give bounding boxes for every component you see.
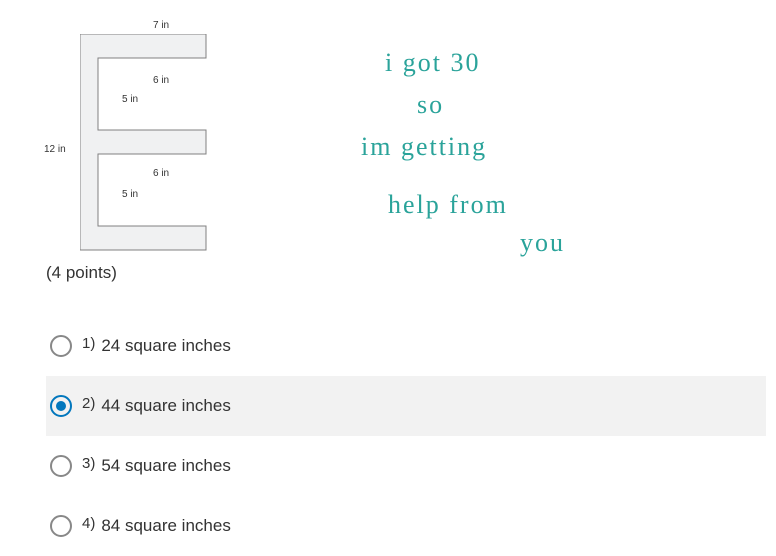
radio-icon[interactable] [50,335,72,357]
dim-inner-bot-left: 5 in [122,189,138,200]
option-text: 24 square inches [101,336,230,356]
option-4[interactable]: 4) 84 square inches [46,496,766,556]
option-2[interactable]: 2) 44 square inches [46,376,766,436]
option-text: 44 square inches [101,396,230,416]
dim-inner-top-right: 6 in [153,75,169,86]
option-num: 1) [82,335,95,352]
option-3[interactable]: 3) 54 square inches [46,436,766,496]
radio-icon[interactable] [50,515,72,537]
radio-icon[interactable] [50,455,72,477]
option-num: 3) [82,455,95,472]
handwriting-line5: you [520,228,565,258]
handwriting-line4: help from [388,190,508,220]
answer-options: 1) 24 square inches 2) 44 square inches … [46,316,766,556]
radio-icon[interactable] [50,395,72,417]
e-shape-diagram [80,34,230,254]
option-num: 4) [82,515,95,532]
points-label: (4 points) [46,263,117,283]
dim-top: 7 in [153,20,169,31]
option-text: 54 square inches [101,456,230,476]
dim-inner-bot-right: 6 in [153,168,169,179]
handwriting-line2: so [417,90,444,120]
option-1[interactable]: 1) 24 square inches [46,316,766,376]
option-num: 2) [82,395,95,412]
handwriting-line1: i got 30 [385,48,480,78]
handwriting-line3: im getting [361,132,487,162]
option-text: 84 square inches [101,516,230,536]
dim-left: 12 in [44,144,66,155]
dim-inner-top-left: 5 in [122,94,138,105]
